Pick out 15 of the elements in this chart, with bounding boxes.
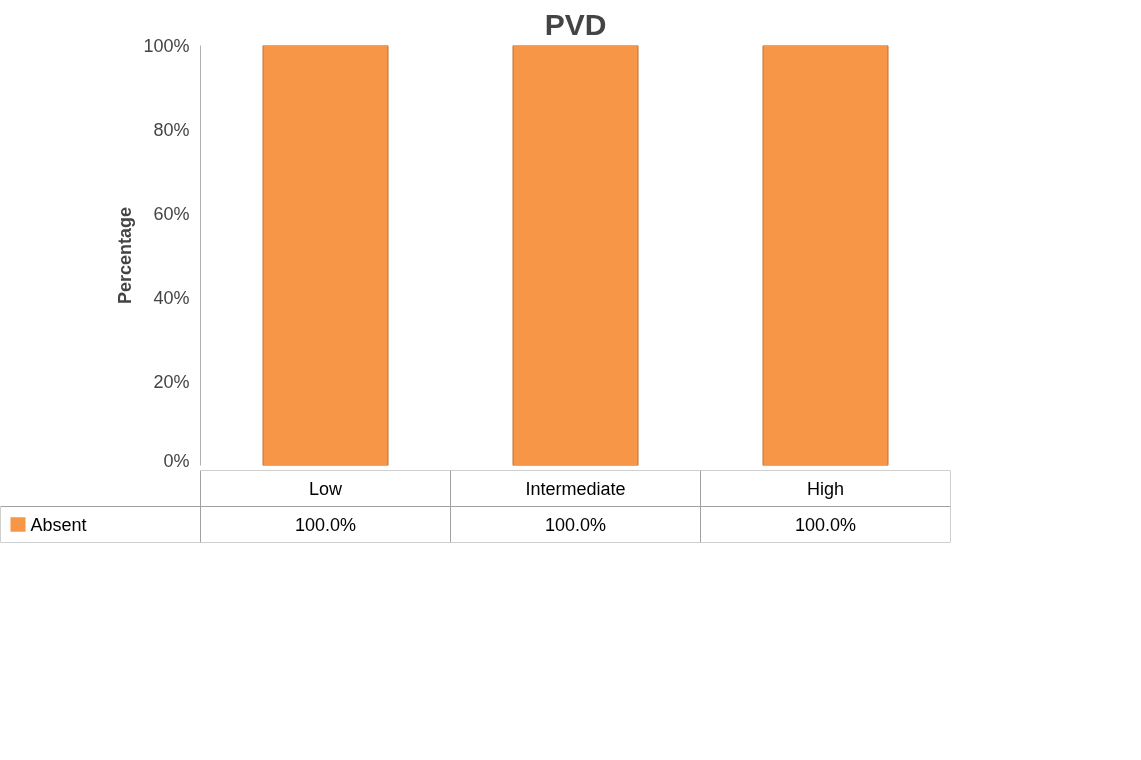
x-tick-label: High <box>806 478 845 499</box>
x-tick-label: Intermediate <box>525 478 626 499</box>
y-tick-label: 0% <box>163 450 190 471</box>
data-label: 100.0% <box>794 514 857 535</box>
y-tick-label: 60% <box>153 203 190 224</box>
chart-title: PVD <box>544 7 607 41</box>
y-tick-label: 100% <box>143 35 190 56</box>
data-label: 100.0% <box>294 514 357 535</box>
y-axis-title: Percentage <box>115 206 136 305</box>
y-tick-label: 80% <box>153 119 190 140</box>
data-label: 100.0% <box>544 514 607 535</box>
y-tick-label: 40% <box>153 287 190 308</box>
x-tick-label: Low <box>308 478 344 499</box>
legend-label: Absent <box>30 514 87 535</box>
y-tick-label: 20% <box>153 371 190 392</box>
